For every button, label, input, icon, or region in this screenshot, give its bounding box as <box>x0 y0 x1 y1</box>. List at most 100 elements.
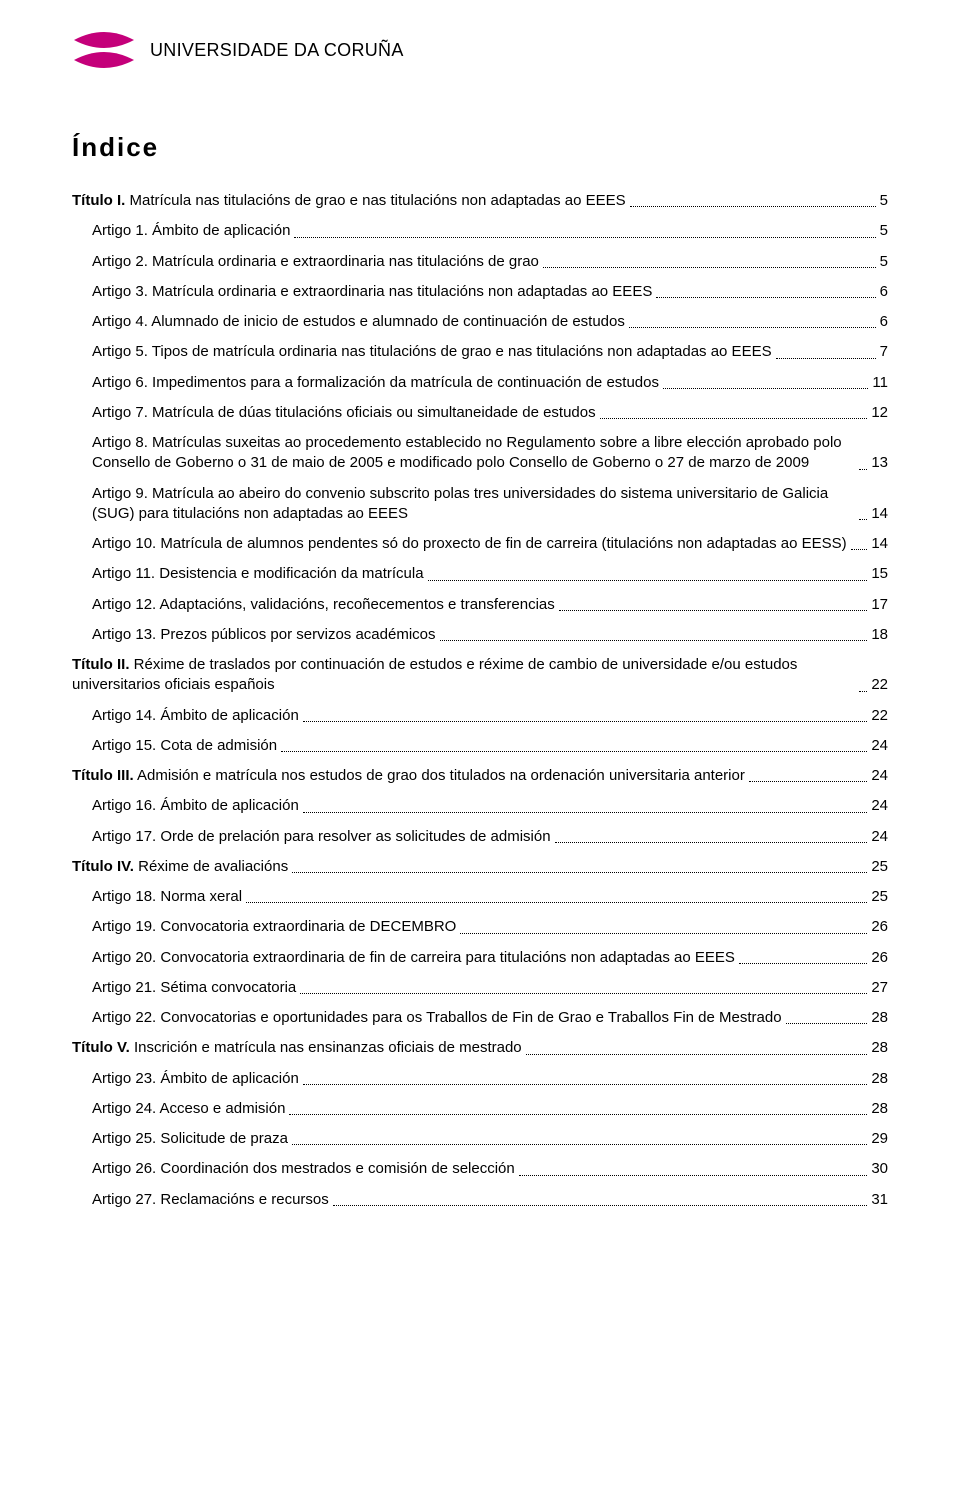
toc-leader-dots <box>749 781 867 782</box>
toc-entry-text: Artigo 6. Impedimentos para a formalizac… <box>92 373 659 393</box>
toc-entry: Artigo 12. Adaptacións, validacións, rec… <box>92 595 888 615</box>
index-title: Índice <box>72 132 888 163</box>
toc-entry: Artigo 23. Ámbito de aplicación 28 <box>92 1069 888 1089</box>
toc-leader-dots <box>292 1144 867 1145</box>
toc-entry-page: 22 <box>871 706 888 726</box>
toc-entry-text: Artigo 14. Ámbito de aplicación <box>92 706 299 726</box>
toc-entry: Artigo 13. Prezos públicos por servizos … <box>92 625 888 645</box>
toc-entry-page: 22 <box>871 675 888 695</box>
toc-leader-dots <box>428 580 868 581</box>
toc-leader-dots <box>630 206 876 207</box>
toc-entry-page: 28 <box>871 1008 888 1028</box>
toc-entry-page: 5 <box>880 221 888 241</box>
toc-entry-page: 31 <box>871 1190 888 1210</box>
toc-entry: Artigo 3. Matrícula ordinaria e extraord… <box>92 282 888 302</box>
toc-leader-dots <box>656 297 875 298</box>
toc-leader-dots <box>440 640 868 641</box>
toc-leader-dots <box>303 1084 868 1085</box>
toc-entry-text: Artigo 24. Acceso e admisión <box>92 1099 285 1119</box>
toc-entry-text: Artigo 22. Convocatorias e oportunidades… <box>92 1008 782 1028</box>
toc-entry-page: 28 <box>871 1069 888 1089</box>
toc-entry: Artigo 22. Convocatorias e oportunidades… <box>92 1008 888 1028</box>
toc-entry-text: Artigo 11. Desistencia e modificación da… <box>92 564 424 584</box>
toc-entry: Artigo 18. Norma xeral 25 <box>92 887 888 907</box>
toc-entry-page: 29 <box>871 1129 888 1149</box>
toc-entry: Artigo 10. Matrícula de alumnos pendente… <box>92 534 888 554</box>
toc-entry: Título I. Matrícula nas titulacións de g… <box>72 191 888 211</box>
toc-entry-page: 25 <box>871 857 888 877</box>
toc-entry: Título IV. Réxime de avaliacións 25 <box>72 857 888 877</box>
toc-entry-text: Título V. Inscrición e matrícula nas ens… <box>72 1038 522 1058</box>
toc-entry: Título V. Inscrición e matrícula nas ens… <box>72 1038 888 1058</box>
toc-entry: Artigo 27. Reclamacións e recursos 31 <box>92 1190 888 1210</box>
toc-entry: Artigo 16. Ámbito de aplicación 24 <box>92 796 888 816</box>
toc-entry-text: Artigo 20. Convocatoria extraordinaria d… <box>92 948 735 968</box>
toc-entry-page: 28 <box>871 1099 888 1119</box>
toc-leader-dots <box>859 519 867 520</box>
toc-entry-text: Título III. Admisión e matrícula nos est… <box>72 766 745 786</box>
toc-entry-page: 26 <box>871 917 888 937</box>
logo-mark-icon <box>72 28 136 72</box>
toc-entry: Artigo 14. Ámbito de aplicación 22 <box>92 706 888 726</box>
toc-leader-dots <box>859 469 867 470</box>
toc-leader-dots <box>526 1054 868 1055</box>
toc-entry: Artigo 21. Sétima convocatoria 27 <box>92 978 888 998</box>
toc-entry: Artigo 25. Solicitude de praza 29 <box>92 1129 888 1149</box>
toc-entry: Artigo 15. Cota de admisión 24 <box>92 736 888 756</box>
toc-entry-text: Artigo 7. Matrícula de dúas titulacións … <box>92 403 596 423</box>
toc-entry-page: 30 <box>871 1159 888 1179</box>
toc-entry-page: 27 <box>871 978 888 998</box>
toc-entry-page: 18 <box>871 625 888 645</box>
toc-entry-text: Artigo 18. Norma xeral <box>92 887 242 907</box>
toc-leader-dots <box>303 812 868 813</box>
toc-entry-page: 24 <box>871 827 888 847</box>
toc-entry: Artigo 9. Matrícula ao abeiro do conveni… <box>92 484 888 525</box>
toc-leader-dots <box>555 842 868 843</box>
toc-entry-page: 5 <box>880 191 888 211</box>
toc-entry-page: 6 <box>880 282 888 302</box>
toc-leader-dots <box>559 610 868 611</box>
toc-entry-page: 6 <box>880 312 888 332</box>
toc-leader-dots <box>460 933 867 934</box>
toc-leader-dots <box>851 549 868 550</box>
toc-leader-dots <box>600 418 868 419</box>
toc-leader-dots <box>333 1205 868 1206</box>
toc-entry: Artigo 1. Ámbito de aplicación 5 <box>92 221 888 241</box>
toc-entry: Artigo 7. Matrícula de dúas titulacións … <box>92 403 888 423</box>
toc-entry-page: 28 <box>871 1038 888 1058</box>
toc-entry-text: Artigo 21. Sétima convocatoria <box>92 978 296 998</box>
logo-text: UNIVERSIDADE DA CORUÑA <box>150 40 404 61</box>
toc-leader-dots <box>292 872 867 873</box>
toc-leader-dots <box>303 721 868 722</box>
toc-entry: Artigo 4. Alumnado de inicio de estudos … <box>92 312 888 332</box>
toc-entry: Artigo 11. Desistencia e modificación da… <box>92 564 888 584</box>
toc-entry-page: 15 <box>871 564 888 584</box>
toc-leader-dots <box>859 691 867 692</box>
toc-entry-text: Artigo 19. Convocatoria extraordinaria d… <box>92 917 456 937</box>
toc-leader-dots <box>246 902 867 903</box>
toc-leader-dots <box>294 237 875 238</box>
toc-entry: Artigo 8. Matrículas suxeitas ao procede… <box>92 433 888 474</box>
toc-entry-text: Artigo 2. Matrícula ordinaria e extraord… <box>92 252 539 272</box>
toc-entry-text: Título I. Matrícula nas titulacións de g… <box>72 191 626 211</box>
toc-entry-text: Artigo 25. Solicitude de praza <box>92 1129 288 1149</box>
toc-leader-dots <box>786 1023 868 1024</box>
toc-entry-text: Título IV. Réxime de avaliacións <box>72 857 288 877</box>
toc-entry-page: 24 <box>871 766 888 786</box>
toc-entry: Artigo 24. Acceso e admisión 28 <box>92 1099 888 1119</box>
toc-entry-text: Artigo 23. Ámbito de aplicación <box>92 1069 299 1089</box>
toc-entry-text: Artigo 5. Tipos de matrícula ordinaria n… <box>92 342 772 362</box>
toc-entry: Título III. Admisión e matrícula nos est… <box>72 766 888 786</box>
toc-entry-page: 7 <box>880 342 888 362</box>
toc-entry-text: Artigo 12. Adaptacións, validacións, rec… <box>92 595 555 615</box>
toc-leader-dots <box>543 267 876 268</box>
toc-entry: Título II. Réxime de traslados por conti… <box>72 655 888 696</box>
toc-leader-dots <box>739 963 867 964</box>
toc-entry-page: 26 <box>871 948 888 968</box>
toc-leader-dots <box>300 993 867 994</box>
toc-entry-page: 14 <box>871 534 888 554</box>
toc-entry-text: Artigo 1. Ámbito de aplicación <box>92 221 290 241</box>
toc-entry-text: Artigo 13. Prezos públicos por servizos … <box>92 625 436 645</box>
toc-entry-page: 24 <box>871 736 888 756</box>
toc-entry-text: Artigo 10. Matrícula de alumnos pendente… <box>92 534 847 554</box>
